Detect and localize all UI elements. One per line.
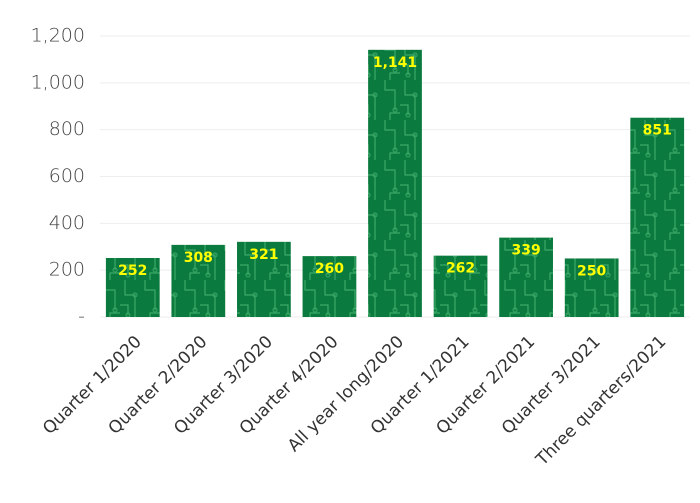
bar — [171, 244, 226, 317]
value-label: 321 — [249, 247, 278, 263]
y-tick-label: 200 — [49, 259, 85, 281]
value-label: 250 — [577, 263, 606, 279]
y-tick-label: 600 — [49, 165, 85, 187]
value-label: 851 — [643, 123, 672, 139]
y-tick-label: - — [78, 306, 85, 328]
bar — [433, 255, 488, 317]
x-tick-label: Three quarters/2021 — [532, 332, 671, 471]
bar — [237, 241, 291, 317]
bar — [302, 256, 357, 317]
x-tick-label: All year long/2020 — [284, 332, 408, 456]
value-label: 1,141 — [373, 55, 417, 71]
bar — [105, 257, 160, 317]
bar — [368, 49, 422, 318]
value-label: 308 — [184, 250, 213, 266]
bar — [564, 258, 619, 317]
y-tick-label: 1,000 — [31, 71, 85, 93]
bar — [630, 117, 685, 317]
y-tick-label: 800 — [49, 118, 85, 140]
value-label: 262 — [446, 261, 475, 277]
value-label: 339 — [511, 243, 540, 259]
y-tick-label: 1,200 — [31, 25, 85, 47]
value-label: 260 — [315, 261, 344, 277]
bar — [499, 237, 553, 317]
value-label: 252 — [118, 263, 147, 279]
y-tick-label: 400 — [49, 212, 85, 234]
